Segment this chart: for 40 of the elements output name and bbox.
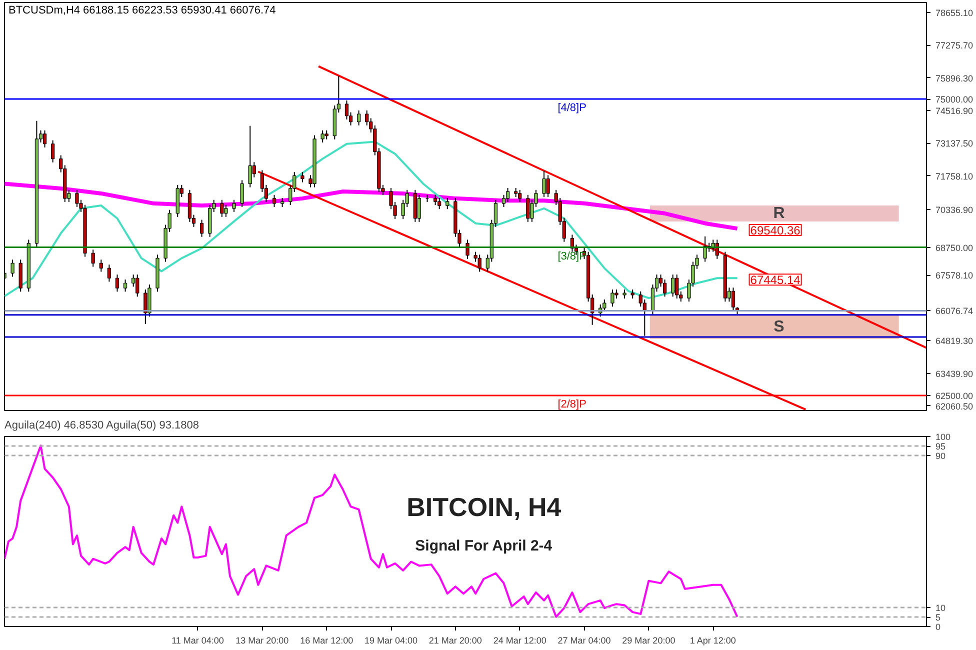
y-tick-label: 62060.50 bbox=[936, 401, 974, 412]
annotation: BITCOIN, H4 bbox=[406, 492, 562, 522]
y-tick-label: 71758.10 bbox=[936, 171, 974, 182]
annotation: 69540.36 bbox=[750, 224, 801, 238]
y-tick-label: 75000.00 bbox=[936, 94, 974, 105]
y-tick-label: 64819.30 bbox=[936, 336, 974, 346]
y-tick-label: 67578.10 bbox=[936, 270, 974, 281]
band-label: S bbox=[774, 318, 785, 336]
y-tick-label: 63439.90 bbox=[936, 368, 974, 379]
y-tick-label: 62500.00 bbox=[936, 391, 974, 402]
y-tick-label: 77275.70 bbox=[936, 40, 974, 51]
annotation: 67445.14 bbox=[750, 273, 801, 288]
x-tick-label: 1 Apr 12:00 bbox=[690, 636, 736, 646]
x-tick-label: 29 Mar 20:00 bbox=[622, 636, 676, 646]
y-tick-label: 75896.30 bbox=[936, 73, 974, 84]
x-tick-label: 27 Mar 04:00 bbox=[558, 636, 611, 646]
y-tick-label: 95 bbox=[936, 442, 946, 452]
ref-line-label: [4/8]P bbox=[558, 102, 586, 114]
annotation: Signal For April 2-4 bbox=[415, 537, 553, 554]
y-tick-label: 0 bbox=[936, 622, 941, 632]
y-tick-label: 10 bbox=[936, 603, 946, 613]
y-tick-label: 5 bbox=[936, 612, 941, 622]
band-label: R bbox=[773, 205, 786, 222]
x-tick-label: 13 Mar 20:00 bbox=[236, 636, 289, 646]
y-tick-label: 90 bbox=[936, 451, 946, 461]
x-tick-label: 24 Mar 12:00 bbox=[493, 636, 546, 646]
x-tick-label: 16 Mar 12:00 bbox=[300, 636, 354, 646]
y-tick-label: 70336.90 bbox=[936, 205, 974, 216]
y-tick-label: 68750.00 bbox=[936, 242, 974, 253]
x-tick-label: 19 Mar 04:00 bbox=[364, 636, 418, 646]
x-tick-label: 11 Mar 04:00 bbox=[172, 636, 224, 646]
y-tick-label: 78655.10 bbox=[936, 8, 974, 18]
y-tick-label: 66076.74 bbox=[936, 306, 974, 316]
y-tick-label: 100 bbox=[936, 432, 951, 442]
y-tick-label: 73137.50 bbox=[936, 138, 974, 149]
chart-title: BTCUSDm,H4 66188.15 66223.53 65930.41 66076.74 bbox=[8, 4, 276, 16]
x-tick-label: 21 Mar 20:00 bbox=[428, 636, 482, 646]
chart-title: Aguila(240) 46.8530 Aguila(50) 93.1808 bbox=[4, 420, 199, 432]
ref-line-label: [2/8]P bbox=[558, 398, 586, 411]
y-tick-label: 74516.90 bbox=[936, 106, 974, 116]
